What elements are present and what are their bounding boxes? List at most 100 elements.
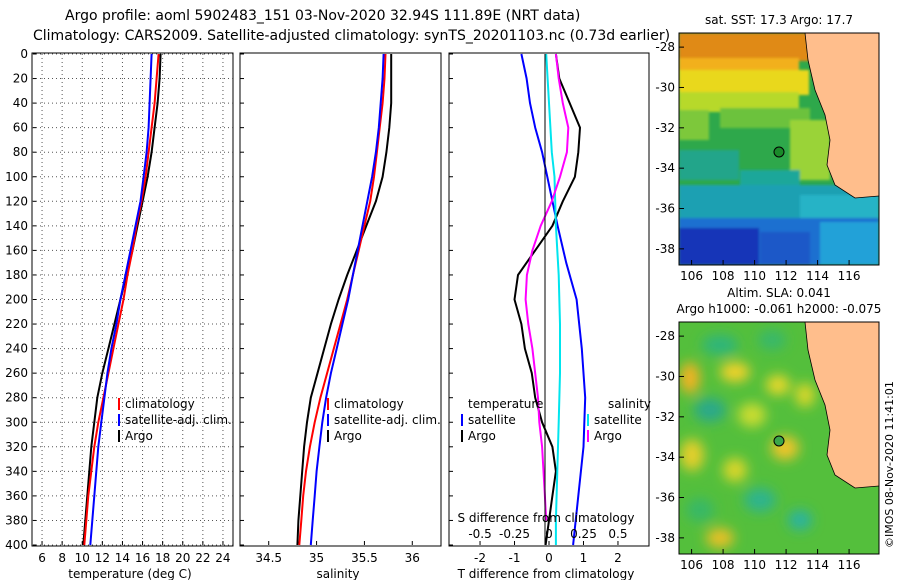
lat-tick-label: -30	[655, 80, 675, 94]
x-tick-label: 14	[115, 551, 130, 565]
depth-tick-label: 100	[5, 170, 28, 184]
depth-tick-label: 400	[5, 538, 28, 552]
x-tick-label: 36	[405, 551, 420, 565]
salinity-series	[296, 53, 393, 546]
legend-label-s-satellite: satellite	[594, 413, 642, 427]
depth-tick-label: 20	[13, 72, 28, 86]
x-tick-label: -2	[474, 551, 486, 565]
s-diff-xlabel: S difference from climatology	[458, 511, 635, 525]
depth-tick-label: 80	[13, 145, 28, 159]
lat-tick-label: -38	[655, 531, 675, 545]
legend-label-s-argo: Argo	[594, 429, 622, 443]
depth-tick-label: 0	[20, 47, 28, 61]
sla-map	[679, 322, 879, 554]
series-line-temperature-argo	[513, 53, 581, 546]
sst-map	[679, 33, 879, 265]
title-line2: Climatology: CARS2009. Satellite-adjuste…	[33, 28, 670, 44]
depth-tick-label: 160	[5, 243, 28, 257]
x2-tick-label: 0.5	[608, 527, 627, 541]
legend-label-argo: Argo	[125, 429, 153, 443]
depth-tick-label: 140	[5, 219, 28, 233]
t-diff-xlabel: T difference from climatology	[457, 567, 635, 580]
depth-tick-label: 240	[5, 342, 28, 356]
lat-tick-label: -28	[655, 329, 675, 343]
legend-title-salinity: salinity	[608, 397, 651, 411]
lon-tick-label: 116	[838, 558, 861, 572]
argo-float-marker	[773, 146, 785, 158]
difference-series	[513, 53, 587, 546]
lon-tick-label: 114	[806, 558, 829, 572]
series-line-temperature-satellite	[520, 53, 587, 546]
depth-tick-label: 360	[5, 489, 28, 503]
title-line1: Argo profile: aoml 5902483_151 03-Nov-20…	[65, 8, 580, 24]
temperature-legend: climatology satellite-adj. clim. Argo	[118, 397, 232, 443]
lon-tick-label: 112	[775, 558, 798, 572]
credit-text: ©IMOS 08-Nov-2020 11:41:01	[883, 381, 896, 548]
lat-tick-label: -28	[655, 40, 675, 54]
x-axes: 6 8 10 12 14 16 18 20 22 24 34.5 35 35.5 36 -2 -1 0 1 2-0.…	[38, 527, 627, 565]
lon-tick-label: 114	[806, 269, 829, 283]
lat-tick-label: -32	[655, 121, 675, 135]
x-tick-label: 16	[135, 551, 150, 565]
lat-tick-label: -32	[655, 410, 675, 424]
map-axes: -28 -30 -32 -34 -36 -38 106 108 110 112 114 116 -28 -…	[655, 40, 860, 572]
difference-legend: temperature satellite Argo salinity sate…	[461, 397, 651, 443]
x2-tick-label: 0	[545, 527, 553, 541]
depth-tick-label: 260	[5, 366, 28, 380]
x-tick-label: 35.5	[351, 551, 378, 565]
series-line-salinity-argo	[524, 53, 570, 521]
legend-label-satellite: satellite-adj. clim.	[125, 413, 232, 427]
x-tick-label: 0	[545, 551, 553, 565]
depth-tick-label: 280	[5, 391, 28, 405]
x-tick-label: 12	[95, 551, 110, 565]
lon-tick-label: 116	[838, 269, 861, 283]
x-tick-label: 35	[309, 551, 324, 565]
lat-tick-label: -36	[655, 491, 675, 505]
depth-tick-label: 180	[5, 268, 28, 282]
sla-map-frame	[678, 321, 880, 555]
salinity-panel-frame	[239, 52, 442, 547]
depth-tick-label: 120	[5, 194, 28, 208]
x2-tick-label: -0.5	[468, 527, 491, 541]
x-tick-label: 10	[75, 551, 90, 565]
depth-axis: 0 20 40 60 80 100 120 140 160 180 200 220 240 260 280 3…	[5, 47, 453, 552]
lon-tick-label: 106	[680, 269, 703, 283]
x-tick-label: 20	[175, 551, 190, 565]
lat-tick-label: -36	[655, 202, 675, 216]
temperature-grid	[32, 53, 233, 546]
legend-label-climatology: climatology	[334, 397, 404, 411]
series-line-salinity-satellite	[545, 53, 561, 545]
x-tick-label: 34.5	[255, 551, 282, 565]
lat-tick-label: -34	[655, 450, 675, 464]
legend-label-climatology: climatology	[125, 397, 195, 411]
x-tick-label: 2	[614, 551, 622, 565]
sst-map-title: sat. SST: 17.3 Argo: 17.7	[705, 13, 853, 27]
argo-float-marker	[773, 435, 785, 447]
legend-label-t-argo: Argo	[468, 429, 496, 443]
x-tick-label: 1	[580, 551, 588, 565]
legend-title-temperature: temperature	[468, 397, 543, 411]
sla-map-title1: Altim. SLA: 0.041	[727, 286, 831, 300]
series-line-satellite-adj-clim-	[309, 53, 385, 546]
temperature-xlabel: temperature (deg C)	[68, 567, 191, 580]
sst-map-frame	[678, 32, 880, 266]
lon-tick-label: 110	[743, 558, 766, 572]
depth-tick-label: 340	[5, 464, 28, 478]
x-tick-label: 24	[215, 551, 230, 565]
x2-tick-label: -0.25	[499, 527, 530, 541]
depth-tick-label: 300	[5, 415, 28, 429]
temperature-series	[82, 53, 162, 546]
salinity-xlabel: salinity	[316, 567, 359, 580]
lon-tick-label: 106	[680, 558, 703, 572]
x2-tick-label: 0.25	[570, 527, 597, 541]
series-line-climatology	[83, 53, 160, 546]
x-tick-label: 6	[38, 551, 46, 565]
depth-tick-label: 200	[5, 293, 28, 307]
depth-tick-label: 320	[5, 440, 28, 454]
x-tick-label: 22	[195, 551, 210, 565]
lon-tick-label: 108	[712, 269, 735, 283]
lon-tick-label: 108	[712, 558, 735, 572]
x-tick-label: 8	[58, 551, 66, 565]
series-line-argo	[296, 54, 393, 546]
